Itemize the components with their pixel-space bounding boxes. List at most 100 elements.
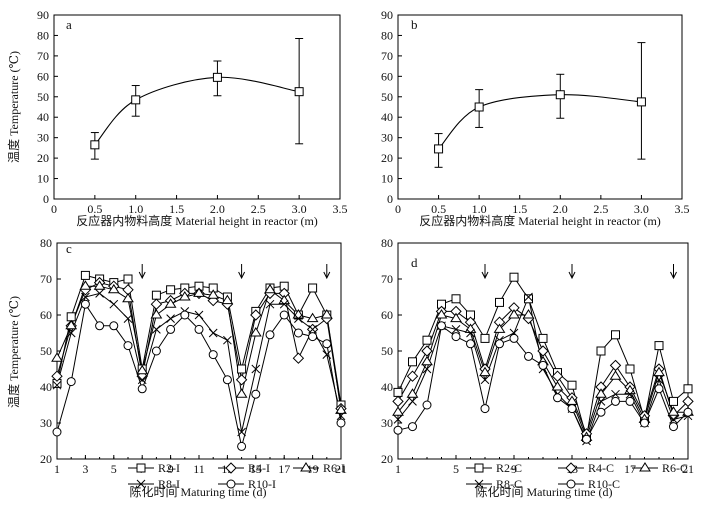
panel-c-point-R6-I xyxy=(178,291,191,301)
panel-d-point-R4-C xyxy=(421,345,433,357)
panel-c-point-R2-I xyxy=(308,283,318,293)
panel-c-x-tick-label: 19 xyxy=(307,462,319,476)
panel-a-x-tick-label: 0.5 xyxy=(87,202,102,216)
panel-d-point-R6-C xyxy=(479,366,491,377)
panel-d-point-R8-C xyxy=(393,415,403,424)
panel-c-point-R6-I xyxy=(278,294,291,305)
panel-d-point-R8-C-stroke-2 xyxy=(524,292,533,302)
panel-c-legend-label: R6-I xyxy=(323,461,345,475)
panel-d-point-R10-C xyxy=(625,396,635,406)
panel-c-point-R8-I-stroke-2 xyxy=(336,411,346,421)
panel-d-point-R6-C xyxy=(595,388,607,398)
panel-c-point-R6-I xyxy=(249,327,262,337)
panel-c-legend-label: R8-I xyxy=(158,477,180,491)
panel-d-y-tick-label: 20 xyxy=(381,452,393,466)
panel-c-point-R8-I-stroke-2 xyxy=(194,310,204,320)
panel-c-point-R10-I xyxy=(95,321,105,331)
panel-c-point-R2-I xyxy=(237,364,247,374)
panel-d-x-axis-title: 陈化时间 Maturing time (d) xyxy=(476,484,613,499)
panel-c-point-R10-I xyxy=(336,418,346,428)
panel-c-plot: 1357911131517192120304050607080 xyxy=(40,236,347,476)
panel-d-y-tick-label: 40 xyxy=(381,380,393,394)
panel-d-point-R10-C xyxy=(640,418,649,428)
panel-b-x-axis-title: 反应器内物料高度 Material height in reactor (m) xyxy=(419,213,661,228)
panel-c-legend-label: R4-I xyxy=(248,461,270,475)
panel-c-y-tick-label: 70 xyxy=(40,272,52,286)
panel-d-point-R4-C xyxy=(392,395,404,408)
panel-d-point-R4-C xyxy=(406,370,419,382)
panel-c-point-R8-I-stroke-2 xyxy=(251,364,261,374)
panel-a-x-tick-label: 0 xyxy=(51,202,57,216)
panel-b-y-tick-label: 90 xyxy=(381,8,393,22)
panel-c-point-R10-I xyxy=(137,384,147,394)
panel-d-legend-swatch-marker xyxy=(474,463,484,473)
panel-d-point-R6-C xyxy=(392,406,404,416)
panel-c-point-R6-I xyxy=(306,312,319,323)
panel-d-x-tick-label: 21 xyxy=(682,462,694,476)
panel-c-point-R8-I-stroke-2 xyxy=(208,328,218,338)
panel-b-label: b xyxy=(411,17,418,32)
panel-c-x-tick-label: 21 xyxy=(335,462,347,476)
panel-c-arrow xyxy=(323,264,331,280)
panel-d-point-R10-C xyxy=(451,332,461,342)
panel-c-point-R6-I xyxy=(122,292,134,303)
panel-d-point-R8-C-stroke-2 xyxy=(451,325,461,334)
panel-d-point-R6-C xyxy=(609,370,622,380)
panel-c-x-tick-label: 1 xyxy=(54,462,60,476)
panel-b-data-point xyxy=(434,144,444,154)
panel-a-y-axis-title: 温度 Temperature (℃) xyxy=(6,51,21,163)
panel-c-point-R8-I xyxy=(237,427,246,437)
panel-d-y-tick-label: 50 xyxy=(381,344,393,358)
panel-b-y-tick-label: 50 xyxy=(381,90,393,104)
panel-b-plot: 0 0.5 1.0 1.5 2.0 2.5 3.0 3.5 0 10 20 30 40 50 60 70 80 9… xyxy=(381,8,690,216)
panel-c-point-R8-I-stroke-2 xyxy=(52,380,62,390)
panel-d-arrow xyxy=(568,264,576,280)
panel-c-y-tick-label: 20 xyxy=(40,452,52,466)
panel-d-point-R4-C xyxy=(609,359,622,372)
panel-d-point-R8-C-stroke-2 xyxy=(466,328,475,338)
panel-c-point-R4-I xyxy=(250,309,262,321)
panel-c-point-R10-I xyxy=(322,339,332,349)
panel-b-y-tick-label: 80 xyxy=(381,28,393,42)
panel-d-point-R2-C xyxy=(654,341,664,351)
panel-d-point-R10-C xyxy=(524,351,533,361)
panel-c-point-R8-I-stroke-2 xyxy=(81,292,90,302)
panel-c-point-R10-I xyxy=(194,324,204,334)
panel-c-point-R6-I xyxy=(65,319,78,330)
panel-c-arrow-head xyxy=(323,271,331,280)
panel-d-point-R8-C xyxy=(524,292,533,302)
panel-c-legend-swatch-marker xyxy=(300,462,312,472)
panel-a-x-tick-label: 3.5 xyxy=(333,202,348,216)
panel-d-point-R6-C xyxy=(493,323,506,333)
panel-c-legend-item-R10-I: R10-I xyxy=(218,477,276,491)
panel-c-point-R8-I xyxy=(208,328,218,338)
panel-c-point-R2-I xyxy=(123,274,133,284)
panel-a-y-tick-label: 40 xyxy=(37,110,49,124)
panel-d-point-R8-C xyxy=(596,397,606,406)
panel-d-point-R10-C xyxy=(422,400,432,410)
panel-c-point-R8-I xyxy=(294,314,303,323)
panel-c-legend-swatch-marker xyxy=(226,479,236,489)
panel-c-point-R6-I xyxy=(164,298,177,308)
panel-d-point-R10-C xyxy=(654,384,664,394)
panel-a-data-point xyxy=(212,72,222,82)
panel-d: 15913172120304050607080 d 陈化时间 Maturing … xyxy=(381,236,694,499)
panel-b-x-tick-label: 0.5 xyxy=(431,202,446,216)
panel-b-y-tick-label: 0 xyxy=(387,192,393,206)
panel-c-point-R6-I xyxy=(264,283,276,294)
panel-c-legend-swatch-marker-stroke-2 xyxy=(136,479,146,489)
panel-b-x-tick-label: 2.5 xyxy=(593,202,608,216)
panel-c-x-tick-label: 9 xyxy=(168,462,174,476)
panel-a-data-point xyxy=(90,140,100,150)
panel-a-y-tick-label: 0 xyxy=(43,192,49,206)
panel-a-x-tick-label: 1.0 xyxy=(128,202,143,216)
panel-c-point-R10-I xyxy=(80,299,90,309)
panel-b-x-tick-label: 2.0 xyxy=(553,202,568,216)
panel-d-point-R2-C xyxy=(480,333,490,343)
panel-d-point-R6-C xyxy=(522,309,535,319)
panel-c-y-tick-label: 40 xyxy=(40,380,52,394)
panel-c-point-R10-I xyxy=(265,330,275,340)
panel-c-point-R10-I xyxy=(180,310,190,320)
panel-d-y-tick-label: 30 xyxy=(381,416,393,430)
panel-a-y-tick-label: 30 xyxy=(37,131,49,145)
